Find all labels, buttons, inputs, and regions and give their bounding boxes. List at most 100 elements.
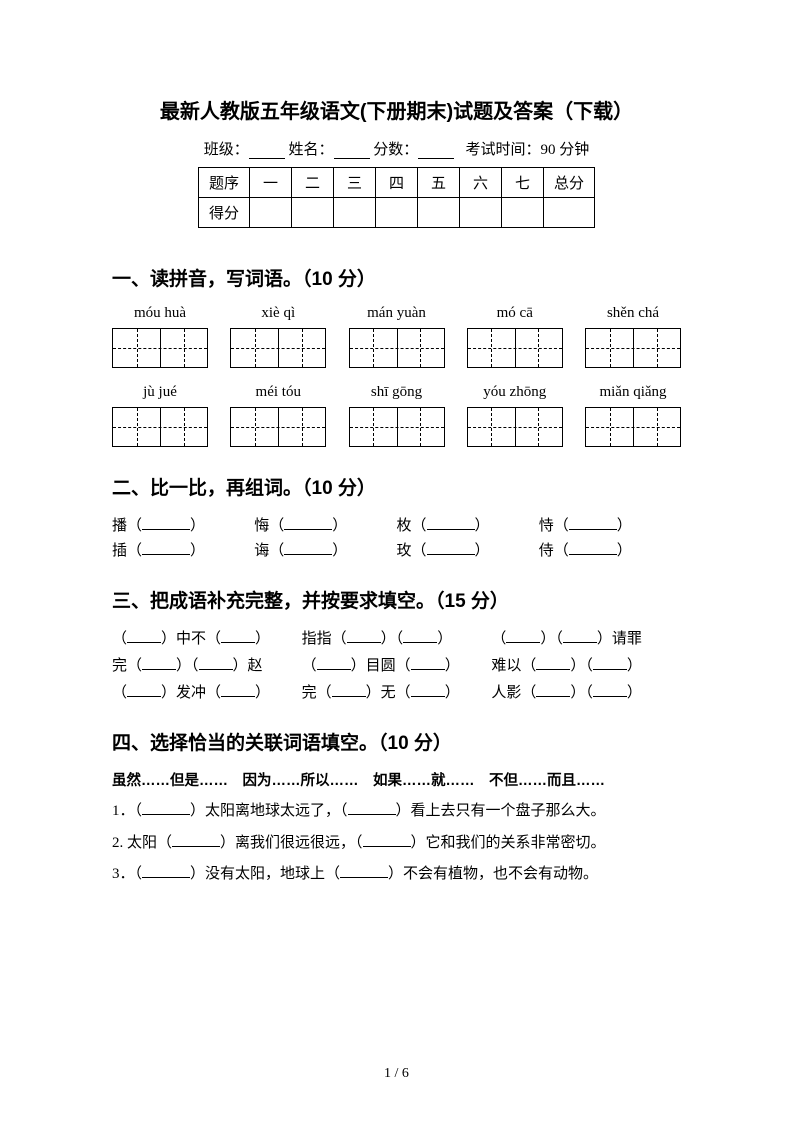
cell: 题序 — [198, 168, 249, 198]
q2-item: 诲（） — [254, 539, 396, 560]
score-label: 分数： — [373, 142, 418, 158]
cell: 一 — [250, 168, 292, 198]
pinyin: miǎn qiǎng — [585, 384, 681, 401]
blank[interactable] — [142, 655, 176, 670]
blank[interactable] — [284, 540, 332, 555]
char-grid[interactable] — [349, 407, 445, 447]
char-grid[interactable] — [230, 407, 326, 447]
blank[interactable] — [536, 682, 570, 697]
char: 侍 — [539, 543, 554, 559]
conjunction-options: 虽然……但是…… 因为……所以…… 如果……就…… 不但……而且…… — [112, 769, 681, 790]
cell: 得分 — [198, 198, 249, 228]
time-label: 考试时间：90 分钟 — [466, 142, 590, 158]
char-grid[interactable] — [230, 328, 326, 368]
class-blank[interactable] — [249, 143, 285, 160]
score-blank[interactable] — [418, 143, 454, 160]
idiom-item: 指指（）（） — [302, 627, 492, 648]
text: 2. 太阳（ — [112, 835, 172, 851]
blank[interactable] — [317, 655, 351, 670]
blank[interactable] — [427, 515, 475, 530]
blank[interactable] — [284, 515, 332, 530]
blank[interactable] — [127, 628, 161, 643]
q4-line-2: 2. 太阳（）离我们很远很远，（）它和我们的关系非常密切。 — [112, 828, 681, 860]
blank[interactable] — [593, 655, 627, 670]
char: 诲 — [254, 543, 269, 559]
score-blank[interactable] — [460, 198, 502, 228]
idiom-item: （）发冲（） — [112, 681, 302, 702]
char-grid[interactable] — [585, 407, 681, 447]
text: ）看上去只有一个盘子那么大。 — [396, 803, 606, 819]
q2-item: 侍（） — [539, 539, 681, 560]
blank[interactable] — [427, 540, 475, 555]
name-label: 姓名： — [288, 142, 333, 158]
blank[interactable] — [142, 863, 190, 878]
blank[interactable] — [347, 628, 381, 643]
blank[interactable] — [142, 800, 190, 815]
blank[interactable] — [172, 832, 220, 847]
char: 插 — [112, 543, 127, 559]
text: 3．（ — [112, 866, 142, 882]
page-title: 最新人教版五年级语文(下册期末)试题及答案（下载） — [112, 95, 681, 124]
pinyin: xiè qì — [230, 305, 326, 322]
pinyin: méi tóu — [230, 384, 326, 401]
blank[interactable] — [340, 863, 388, 878]
pinyin: mán yuàn — [349, 305, 445, 322]
blank[interactable] — [332, 682, 366, 697]
char-grid[interactable] — [349, 328, 445, 368]
blank[interactable] — [142, 515, 190, 530]
score-blank[interactable] — [376, 198, 418, 228]
text: ）离我们很远很远，（ — [220, 835, 363, 851]
blank[interactable] — [403, 628, 437, 643]
cell: 二 — [292, 168, 334, 198]
blank[interactable] — [221, 628, 255, 643]
blank[interactable] — [411, 682, 445, 697]
pinyin: shěn chá — [585, 305, 681, 322]
char-grid[interactable] — [467, 328, 563, 368]
blank[interactable] — [593, 682, 627, 697]
blank[interactable] — [127, 682, 161, 697]
blank[interactable] — [142, 540, 190, 555]
blank[interactable] — [199, 655, 233, 670]
cell: 总分 — [544, 168, 595, 198]
pinyin: shī gōng — [349, 384, 445, 401]
q2-item: 悔（） — [254, 514, 396, 535]
score-blank[interactable] — [334, 198, 376, 228]
page-number: 1 / 6 — [0, 1066, 793, 1082]
blank[interactable] — [506, 628, 540, 643]
blank[interactable] — [221, 682, 255, 697]
cell: 四 — [376, 168, 418, 198]
blank[interactable] — [363, 832, 411, 847]
blank[interactable] — [569, 540, 617, 555]
q2-item: 播（） — [112, 514, 254, 535]
score-blank[interactable] — [292, 198, 334, 228]
score-blank[interactable] — [418, 198, 460, 228]
blank[interactable] — [411, 655, 445, 670]
q2-item: 玫（） — [397, 539, 539, 560]
score-blank[interactable] — [544, 198, 595, 228]
pinyin: mó cā — [467, 305, 563, 322]
class-label: 班级： — [204, 142, 249, 158]
q3-grid: （）中不（） 指指（）（） （）（）请罪 完（）（）赵 （）目圆（） 难以（）（… — [112, 627, 681, 702]
q2-item: 插（） — [112, 539, 254, 560]
score-blank[interactable] — [502, 198, 544, 228]
cell: 五 — [418, 168, 460, 198]
blank[interactable] — [536, 655, 570, 670]
section-3-heading: 三、把成语补充完整，并按要求填空。（15 分） — [112, 586, 681, 613]
blank[interactable] — [563, 628, 597, 643]
blank[interactable] — [348, 800, 396, 815]
text: ）太阳离地球太远了，（ — [190, 803, 348, 819]
page: 最新人教版五年级语文(下册期末)试题及答案（下载） 班级： 姓名： 分数： 考试… — [0, 0, 793, 1122]
name-blank[interactable] — [334, 143, 370, 160]
blank[interactable] — [569, 515, 617, 530]
q4-line-1: 1．（）太阳离地球太远了，（）看上去只有一个盘子那么大。 — [112, 796, 681, 828]
char-grid[interactable] — [585, 328, 681, 368]
char-grid[interactable] — [112, 328, 208, 368]
idiom-item: 完（）无（） — [302, 681, 492, 702]
char-grid[interactable] — [467, 407, 563, 447]
char: 悔 — [254, 518, 269, 534]
char-grid[interactable] — [112, 407, 208, 447]
score-blank[interactable] — [250, 198, 292, 228]
table-row: 得分 — [198, 198, 594, 228]
meta-line: 班级： 姓名： 分数： 考试时间：90 分钟 — [112, 138, 681, 159]
cell: 六 — [460, 168, 502, 198]
